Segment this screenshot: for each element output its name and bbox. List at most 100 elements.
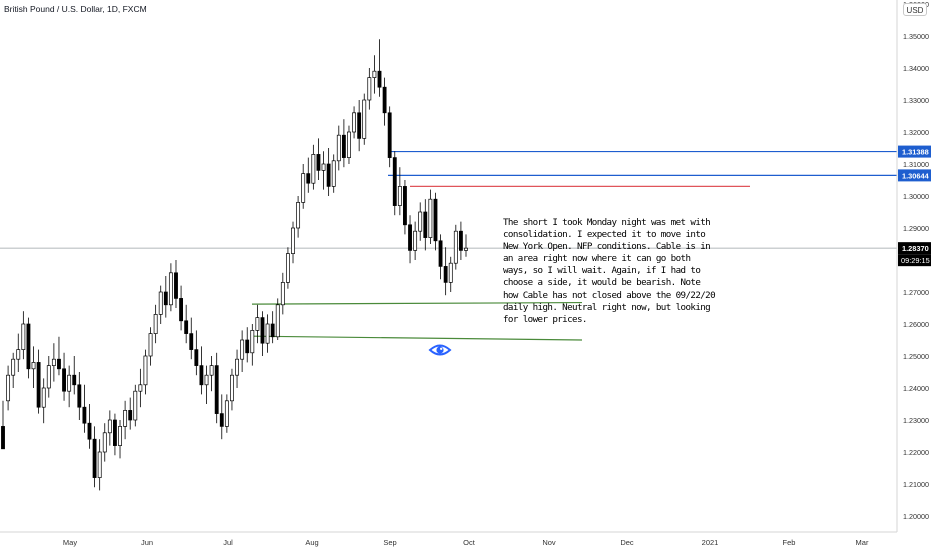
time-tick-label: Aug — [305, 538, 318, 547]
candle — [382, 77, 387, 126]
candle — [87, 404, 92, 449]
candle — [331, 154, 336, 193]
currency-button[interactable]: USD — [903, 3, 927, 16]
candle — [153, 304, 158, 344]
candle — [31, 346, 36, 388]
candle — [280, 272, 285, 315]
symbol-title: British Pound / U.S. Dollar, 1D, FXCM — [4, 4, 147, 14]
candle — [230, 368, 234, 411]
candle — [326, 148, 331, 196]
candle — [418, 202, 423, 241]
candle — [387, 106, 392, 168]
candle — [6, 365, 11, 411]
candle — [123, 400, 128, 440]
candle — [306, 157, 311, 193]
price-tick-label: 1.22000 — [903, 448, 929, 457]
time-tick-label: 2021 — [702, 538, 719, 547]
time-tick-label: Jun — [141, 538, 153, 547]
candle — [453, 224, 458, 270]
candle — [189, 317, 194, 360]
candle — [72, 356, 77, 395]
candle — [46, 356, 51, 398]
candle — [372, 55, 377, 94]
candle — [296, 196, 301, 238]
level-line-support-1[interactable] — [251, 301, 583, 305]
candle — [321, 151, 326, 190]
candle — [16, 333, 21, 372]
candle — [301, 164, 306, 209]
price-tag: 1.30644 — [898, 169, 931, 182]
svg-text:1.30644: 1.30644 — [902, 171, 930, 180]
candle — [464, 234, 468, 257]
candle — [311, 144, 316, 190]
candle — [62, 352, 66, 401]
svg-text:09:29:15: 09:29:15 — [901, 256, 930, 265]
candle — [92, 426, 97, 488]
price-tick-label: 1.25000 — [903, 352, 929, 361]
candle — [448, 256, 453, 292]
price-tick-label: 1.20000 — [903, 512, 929, 521]
candle — [423, 199, 428, 251]
candle — [219, 394, 224, 440]
candle — [77, 372, 82, 420]
price-tick-label: 1.26000 — [903, 320, 929, 329]
candle — [352, 106, 356, 139]
candle — [347, 125, 351, 164]
candle — [260, 311, 265, 356]
candle — [163, 276, 168, 318]
candle — [67, 365, 72, 408]
candle — [51, 343, 56, 382]
candle — [443, 247, 448, 296]
candle — [57, 336, 61, 376]
level-line-support-2[interactable] — [251, 335, 583, 341]
candle — [179, 285, 184, 331]
countdown-tag: 09:29:15 — [898, 254, 931, 267]
candle — [428, 189, 433, 244]
candle — [174, 260, 178, 308]
candle — [408, 215, 412, 264]
time-tick-label: Dec — [620, 538, 634, 547]
candle — [438, 234, 443, 280]
price-tick-label: 1.24000 — [903, 384, 929, 393]
candle — [224, 394, 229, 433]
price-tick-label: 1.32000 — [903, 128, 929, 137]
candle — [1, 400, 5, 450]
candle — [275, 298, 280, 340]
trade-note: The short I took Monday night was met wi… — [503, 217, 716, 325]
candle — [184, 304, 189, 344]
price-tick-label: 1.35000 — [903, 32, 929, 41]
time-axis[interactable]: May Jun Jul Aug Sep Oct Nov Dec 2021 Feb Mar — [63, 538, 869, 547]
candle — [377, 39, 382, 97]
price-tag: 1.28370 — [898, 242, 931, 255]
candle — [113, 413, 117, 456]
candle — [82, 384, 87, 433]
price-tick-label: 1.21000 — [903, 480, 929, 489]
candle — [255, 304, 260, 344]
candle — [36, 349, 41, 414]
candle — [11, 352, 16, 388]
eye-icon[interactable] — [428, 344, 452, 356]
candle — [291, 221, 295, 264]
candle — [336, 125, 341, 171]
candle — [209, 356, 214, 392]
price-tick-label: 1.27000 — [903, 288, 929, 297]
svg-text:1.28370: 1.28370 — [902, 244, 929, 253]
time-tick-label: Sep — [383, 538, 396, 547]
svg-text:1.31388: 1.31388 — [902, 148, 929, 157]
candle — [316, 138, 321, 180]
time-tick-label: Oct — [463, 538, 476, 547]
candle — [158, 285, 163, 324]
candle — [199, 346, 204, 395]
candle — [397, 167, 402, 216]
candle — [97, 439, 102, 491]
time-tick-label: Nov — [542, 538, 556, 547]
candle — [265, 314, 270, 353]
candle — [26, 317, 31, 379]
candle — [148, 327, 153, 366]
candle — [240, 330, 245, 372]
price-tag: 1.31388 — [898, 145, 931, 158]
price-tick-label: 1.23000 — [903, 416, 929, 425]
candle — [21, 311, 26, 360]
